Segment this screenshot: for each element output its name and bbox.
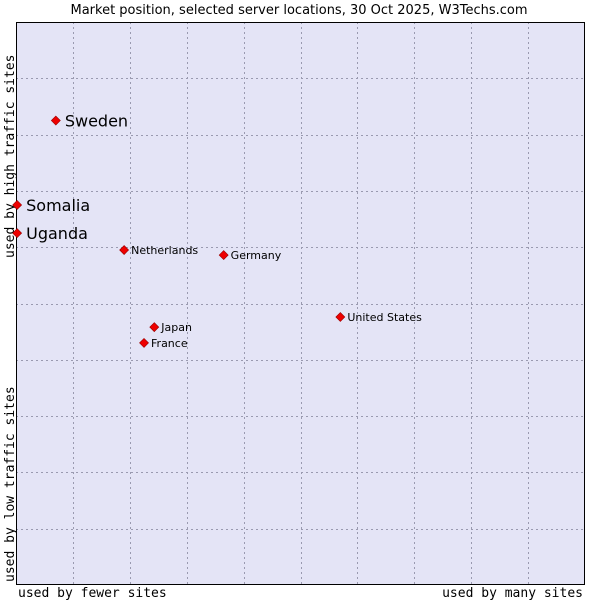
y-axis-label-top: used by high traffic sites	[3, 55, 18, 259]
x-axis-label-left: used by fewer sites	[18, 586, 167, 600]
point-marker-france	[139, 337, 149, 348]
point-label-sweden: Sweden	[65, 112, 128, 131]
point-marker-germany	[218, 250, 229, 261]
plot-area	[16, 22, 585, 585]
plot-border	[16, 22, 585, 585]
point-label-somalia: Somalia	[26, 196, 90, 215]
data-points: Sweden Somalia Uganda Netherlands Germany Uni…	[12, 112, 422, 350]
point-marker-netherlands	[119, 245, 130, 255]
point-label-netherlands: Netherlands	[131, 244, 198, 257]
chart-title: Market position, selected server locatio…	[70, 3, 527, 18]
point-label-germany: Germany	[231, 249, 282, 262]
point-marker-somalia	[12, 200, 23, 210]
grid-lines	[16, 22, 585, 585]
point-marker-united-states	[335, 312, 346, 322]
point-label-united-states: United States	[347, 311, 422, 324]
point-label-japan: Japan	[160, 321, 192, 334]
point-label-france: France	[151, 337, 188, 350]
point-marker-uganda	[12, 228, 23, 239]
x-axis-label-right: used by many sites	[442, 586, 583, 600]
point-marker-sweden	[50, 115, 61, 126]
y-axis-label-bottom: used by low traffic sites	[3, 386, 18, 582]
point-marker-japan	[149, 322, 160, 333]
point-label-uganda: Uganda	[26, 224, 88, 243]
